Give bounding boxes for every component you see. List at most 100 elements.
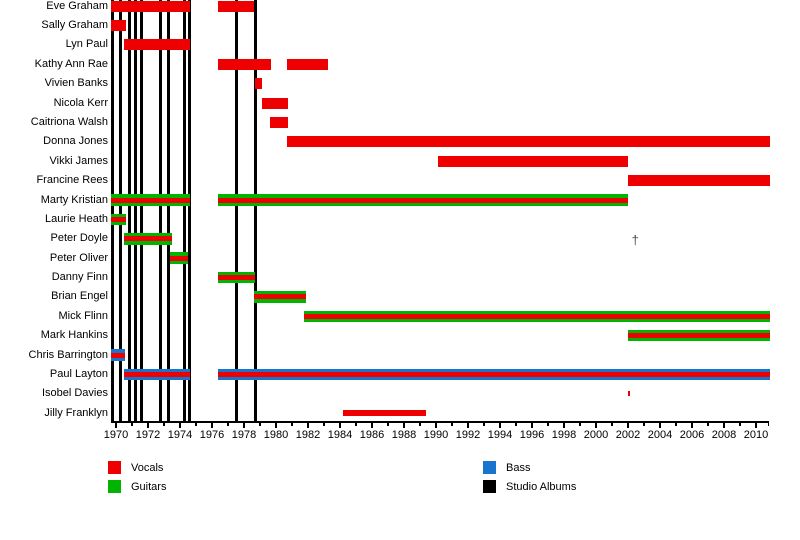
member-name: Kathy Ann Rae bbox=[34, 57, 108, 70]
x-axis-tick-label: 2006 bbox=[679, 429, 705, 441]
tenure-bar-stripe bbox=[304, 313, 771, 319]
x-axis-major-tick bbox=[627, 422, 629, 428]
tenure-bar bbox=[437, 155, 628, 167]
tenure-bar-stripe bbox=[170, 252, 188, 256]
tenure-bar bbox=[124, 233, 172, 245]
x-axis-tick-label: 1984 bbox=[327, 429, 353, 441]
tenure-bar bbox=[218, 0, 255, 12]
legend-label-vocals: Vocals bbox=[131, 462, 164, 474]
legend-swatch-bass bbox=[483, 461, 496, 474]
x-axis-tick-label: 1986 bbox=[359, 429, 385, 441]
tenure-bar bbox=[262, 97, 288, 109]
tenure-bar-stripe bbox=[111, 20, 126, 32]
tenure-bar-stripe bbox=[287, 58, 328, 70]
tenure-bar bbox=[218, 58, 272, 70]
tenure-bar bbox=[111, 0, 191, 12]
tenure-bar-stripe bbox=[218, 368, 771, 372]
tenure-bar-stripe bbox=[111, 216, 126, 222]
tenure-bar-stripe bbox=[304, 310, 771, 314]
x-axis-minor-tick bbox=[163, 422, 165, 426]
member-name: Donna Jones bbox=[43, 135, 108, 148]
x-axis-major-tick bbox=[179, 422, 181, 428]
x-axis-tick-label: 1982 bbox=[295, 429, 321, 441]
x-axis-tick-label: 1970 bbox=[103, 429, 129, 441]
studio-album-line bbox=[128, 0, 132, 421]
tenure-bar-stripe bbox=[218, 194, 628, 198]
studio-album-line bbox=[188, 0, 192, 421]
member-name: Marty Kristian bbox=[40, 193, 108, 206]
tenure-bar-stripe bbox=[255, 78, 262, 90]
tenure-bar-stripe bbox=[124, 241, 172, 245]
x-axis-tick-label: 2002 bbox=[615, 429, 641, 441]
x-axis-minor-tick bbox=[451, 422, 453, 426]
tenure-bar bbox=[111, 349, 125, 361]
member-name: Caitriona Walsh bbox=[30, 115, 108, 128]
x-axis-major-tick bbox=[307, 422, 309, 428]
tenure-bar bbox=[287, 136, 771, 148]
tenure-bar-stripe bbox=[111, 0, 191, 12]
tenure-bar-stripe bbox=[111, 197, 191, 203]
studio-album-line bbox=[133, 0, 137, 421]
member-name: Brian Engel bbox=[51, 290, 108, 303]
member-name: Laurie Heath bbox=[45, 212, 108, 225]
tenure-bar bbox=[218, 194, 628, 206]
tenure-bar-stripe bbox=[218, 280, 256, 284]
x-axis-tick-label: 2010 bbox=[743, 429, 769, 441]
x-axis-tick-label: 1990 bbox=[423, 429, 449, 441]
x-axis-major-tick bbox=[371, 422, 373, 428]
member-name: Francine Rees bbox=[36, 174, 108, 187]
tenure-bar-stripe bbox=[111, 357, 125, 361]
tenure-bar bbox=[255, 78, 262, 90]
tenure-bar-stripe bbox=[253, 299, 307, 303]
tenure-bar-stripe bbox=[269, 116, 288, 128]
tenure-bar bbox=[628, 175, 771, 187]
x-axis-major-tick bbox=[435, 422, 437, 428]
tenure-bar bbox=[124, 39, 191, 51]
studio-album-line bbox=[234, 0, 238, 421]
tenure-bar-stripe bbox=[111, 194, 191, 198]
tenure-bar bbox=[170, 252, 188, 264]
tenure-bar bbox=[269, 116, 288, 128]
tenure-bar bbox=[287, 58, 328, 70]
tenure-bar-stripe bbox=[124, 368, 191, 372]
member-name: Vivien Banks bbox=[44, 77, 108, 90]
tenure-bar-stripe bbox=[287, 136, 771, 148]
x-axis-minor-tick bbox=[227, 422, 229, 426]
x-axis-major-tick bbox=[755, 422, 757, 428]
tenure-bar-stripe bbox=[218, 197, 628, 203]
x-axis-minor-tick bbox=[387, 422, 389, 426]
tenure-bar-stripe bbox=[262, 97, 288, 109]
tenure-bar-stripe bbox=[218, 202, 628, 206]
studio-album-line bbox=[119, 0, 123, 421]
legend-label-albums: Studio Albums bbox=[506, 481, 577, 493]
studio-album-line bbox=[110, 0, 114, 421]
tenure-bar-stripe bbox=[437, 155, 628, 167]
tenure-bar-stripe bbox=[111, 202, 191, 206]
x-axis-tick-label: 1978 bbox=[231, 429, 257, 441]
x-axis-major-tick bbox=[531, 422, 533, 428]
x-axis-major-tick bbox=[563, 422, 565, 428]
x-axis-minor-tick bbox=[259, 422, 261, 426]
x-axis-tick-label: 2000 bbox=[583, 429, 609, 441]
legend-label-bass: Bass bbox=[506, 462, 531, 474]
deceased-dagger-annotation: † bbox=[631, 232, 639, 248]
studio-album-line bbox=[253, 0, 257, 421]
member-name: Lyn Paul bbox=[65, 38, 108, 51]
studio-album-line bbox=[167, 0, 171, 421]
tenure-bar-stripe bbox=[253, 291, 307, 295]
tenure-bar bbox=[111, 194, 191, 206]
legend-swatch-vocals bbox=[108, 461, 121, 474]
tenure-bar-stripe bbox=[218, 376, 771, 381]
x-axis-tick-label: 1992 bbox=[455, 429, 481, 441]
tenure-bar-stripe bbox=[218, 58, 272, 70]
x-axis-minor-tick bbox=[323, 422, 325, 426]
member-name: Isobel Davies bbox=[41, 387, 108, 400]
tenure-bar bbox=[253, 291, 307, 303]
x-axis-minor-tick bbox=[739, 422, 741, 426]
x-axis-major-tick bbox=[243, 422, 245, 428]
x-axis-tick-label: 1998 bbox=[551, 429, 577, 441]
tenure-bar bbox=[343, 410, 427, 417]
member-name: Vikki James bbox=[49, 154, 108, 167]
x-axis-minor-tick bbox=[419, 422, 421, 426]
x-axis-minor-tick bbox=[675, 422, 677, 426]
